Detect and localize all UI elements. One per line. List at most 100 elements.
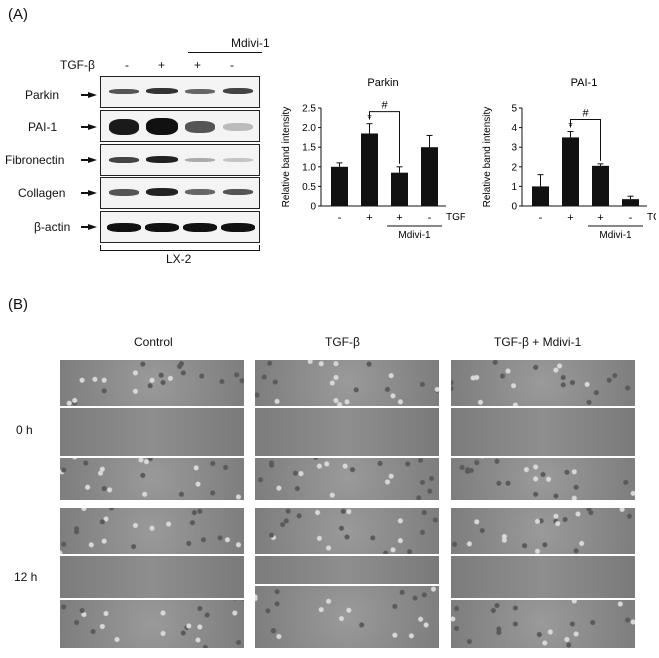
cell-line-label: LX-2 [166,252,192,266]
scratch-micrograph [60,360,244,500]
significance-bracket [369,111,400,164]
scratch-gap [451,406,635,456]
y-tick-label: 0.5 [302,182,316,193]
scratch-gap [451,554,635,598]
scratch-edge-line [255,584,439,586]
y-tick-label: 2.5 [302,104,316,115]
row-label-12h: 12 h [14,570,38,584]
cell-layer-bottom [255,456,439,500]
panel-a-label: (A) [8,6,28,23]
scratch-edge-line [255,456,439,458]
bar [391,172,408,206]
scratch-edge-line [451,598,635,600]
panel-b-label: (B) [8,296,28,313]
y-tick-label: 5 [511,104,517,115]
bar [592,165,609,206]
blot-label-fibronectin: Fibronectin [5,153,65,167]
pai1-bar-chart: PAI-1 Relative band intensity 0 1 2 3 4 5 - + + - TG… [482,77,656,241]
lx2-bracket-right [259,245,261,250]
cell-layer-bottom [451,598,635,648]
blot-pai1 [100,110,260,142]
arrow-icon [81,124,97,130]
chart-title: Parkin [367,77,398,89]
scratch-edge-line [60,406,244,408]
x-tick-label: - [629,212,633,224]
blot-label-beta-actin: β-actin [34,220,71,234]
blot-beta-actin [100,211,260,243]
lx2-bracket [100,250,260,252]
arrow-icon [81,92,97,98]
mdivi-header-label: Mdivi-1 [231,36,270,50]
bar [622,199,639,206]
y-tick-label: 2 [511,162,517,173]
y-tick-label: 1 [511,182,517,193]
significance-bracket [570,119,601,161]
bar [331,166,348,206]
tgf-beta-header-label: TGF-β [60,58,95,72]
cell-layer-bottom [255,584,439,648]
x-tick-label: - [539,212,543,224]
cell-layer-bottom [60,598,244,648]
scratch-micrograph [255,360,439,500]
scratch-edge-line [255,554,439,556]
y-tick-label: 0 [511,202,517,213]
cell-layer-bottom [451,456,635,500]
scratch-edge-line [60,598,244,600]
scratch-micrograph [60,508,244,648]
bar [361,133,378,206]
blot-label-collagen: Collagen [18,186,66,200]
y-tick-label: 1.5 [302,143,316,154]
y-tick-label: 4 [511,123,517,134]
lane-4-sign: - [230,58,234,72]
x-row-label: TGF-β [647,212,656,223]
x-row-label: TGF-β [446,212,465,223]
y-tick-label: 1.0 [302,162,316,173]
x-tick-label: - [338,212,342,224]
arrow-icon [81,224,97,230]
blot-parkin [100,76,260,108]
lane-3-sign: + [194,58,202,72]
x-tick-label: + [396,212,402,224]
arrow-icon [81,190,97,196]
cell-layer-bottom [60,456,244,500]
significance-hash: # [381,100,388,112]
lane-2-sign: + [158,58,166,72]
lx2-bracket-left [100,245,102,250]
scratch-gap [60,554,244,598]
blot-fibronectin [100,144,260,176]
x-tick-label: + [567,212,573,224]
y-axis-label: Relative band intensity [281,107,292,208]
lane-1-sign: - [125,58,129,72]
scratch-gap [255,406,439,456]
column-header-tgf-beta: TGF-β [325,335,360,349]
scratch-edge-line [451,554,635,556]
blot-collagen [100,177,260,209]
scratch-micrograph [255,508,439,648]
scratch-micrograph [451,360,635,500]
scratch-gap [60,406,244,456]
y-tick-label: 0 [310,202,316,213]
x-tick-label: + [597,212,603,224]
scratch-gap [255,554,439,584]
arrow-icon [81,157,97,163]
blot-label-pai1: PAI-1 [28,120,58,134]
scratch-edge-line [60,456,244,458]
scratch-micrograph [451,508,635,648]
cell-layer-top [255,360,439,406]
x-tick-label: - [428,212,432,224]
cell-layer-top [60,508,244,554]
scratch-edge-line [255,406,439,408]
column-header-tgf-beta-mdivi1: TGF-β + Mdivi-1 [494,335,582,349]
scratch-edge-line [60,554,244,556]
mdivi-header-bracket [188,52,262,54]
y-axis-label: Relative band intensity [482,107,493,208]
group-label: Mdivi-1 [599,230,632,241]
chart-title: PAI-1 [571,77,598,89]
bar [532,186,549,206]
x-tick-label: + [366,212,372,224]
y-tick-label: 2.0 [302,123,316,134]
group-label: Mdivi-1 [398,230,431,241]
bar [421,147,438,206]
y-tick-label: 3 [511,143,517,154]
cell-layer-top [60,360,244,406]
